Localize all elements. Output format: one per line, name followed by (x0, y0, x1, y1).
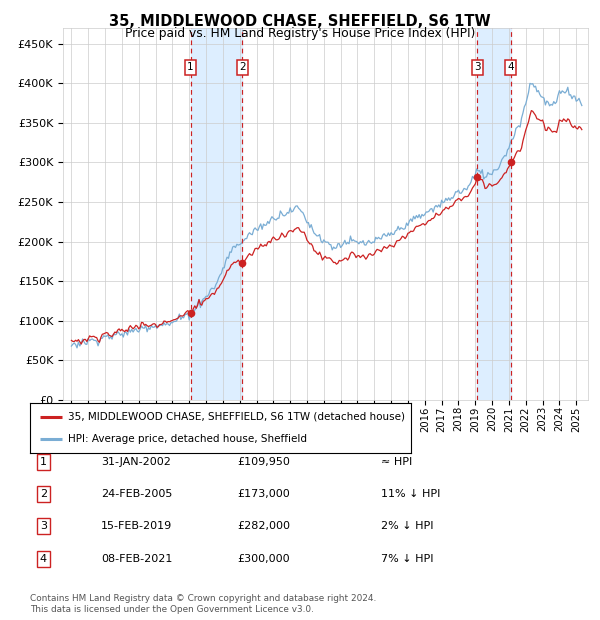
Text: Price paid vs. HM Land Registry's House Price Index (HPI): Price paid vs. HM Land Registry's House … (125, 27, 475, 40)
Text: £173,000: £173,000 (237, 489, 290, 499)
Text: 24-FEB-2005: 24-FEB-2005 (101, 489, 172, 499)
Text: HPI: Average price, detached house, Sheffield: HPI: Average price, detached house, Shef… (68, 434, 307, 444)
Text: 2: 2 (40, 489, 47, 499)
Text: 3: 3 (40, 521, 47, 531)
Text: 08-FEB-2021: 08-FEB-2021 (101, 554, 172, 564)
Text: 7% ↓ HPI: 7% ↓ HPI (381, 554, 433, 564)
Text: 1: 1 (40, 457, 47, 467)
Text: £282,000: £282,000 (237, 521, 290, 531)
Text: 2% ↓ HPI: 2% ↓ HPI (381, 521, 433, 531)
Text: 35, MIDDLEWOOD CHASE, SHEFFIELD, S6 1TW (detached house): 35, MIDDLEWOOD CHASE, SHEFFIELD, S6 1TW … (68, 412, 405, 422)
Text: £109,950: £109,950 (237, 457, 290, 467)
Text: 31-JAN-2002: 31-JAN-2002 (101, 457, 170, 467)
Text: £300,000: £300,000 (237, 554, 290, 564)
Text: ≈ HPI: ≈ HPI (381, 457, 412, 467)
Text: 1: 1 (187, 63, 194, 73)
Bar (191, 28, 242, 400)
Bar (477, 28, 511, 400)
Text: Contains HM Land Registry data © Crown copyright and database right 2024.
This d: Contains HM Land Registry data © Crown c… (30, 595, 376, 614)
Text: 4: 4 (40, 554, 47, 564)
Text: 2: 2 (239, 63, 245, 73)
Text: 4: 4 (507, 63, 514, 73)
Text: 3: 3 (474, 63, 481, 73)
Text: 15-FEB-2019: 15-FEB-2019 (101, 521, 172, 531)
Text: 35, MIDDLEWOOD CHASE, SHEFFIELD, S6 1TW: 35, MIDDLEWOOD CHASE, SHEFFIELD, S6 1TW (109, 14, 491, 29)
Text: 11% ↓ HPI: 11% ↓ HPI (381, 489, 440, 499)
